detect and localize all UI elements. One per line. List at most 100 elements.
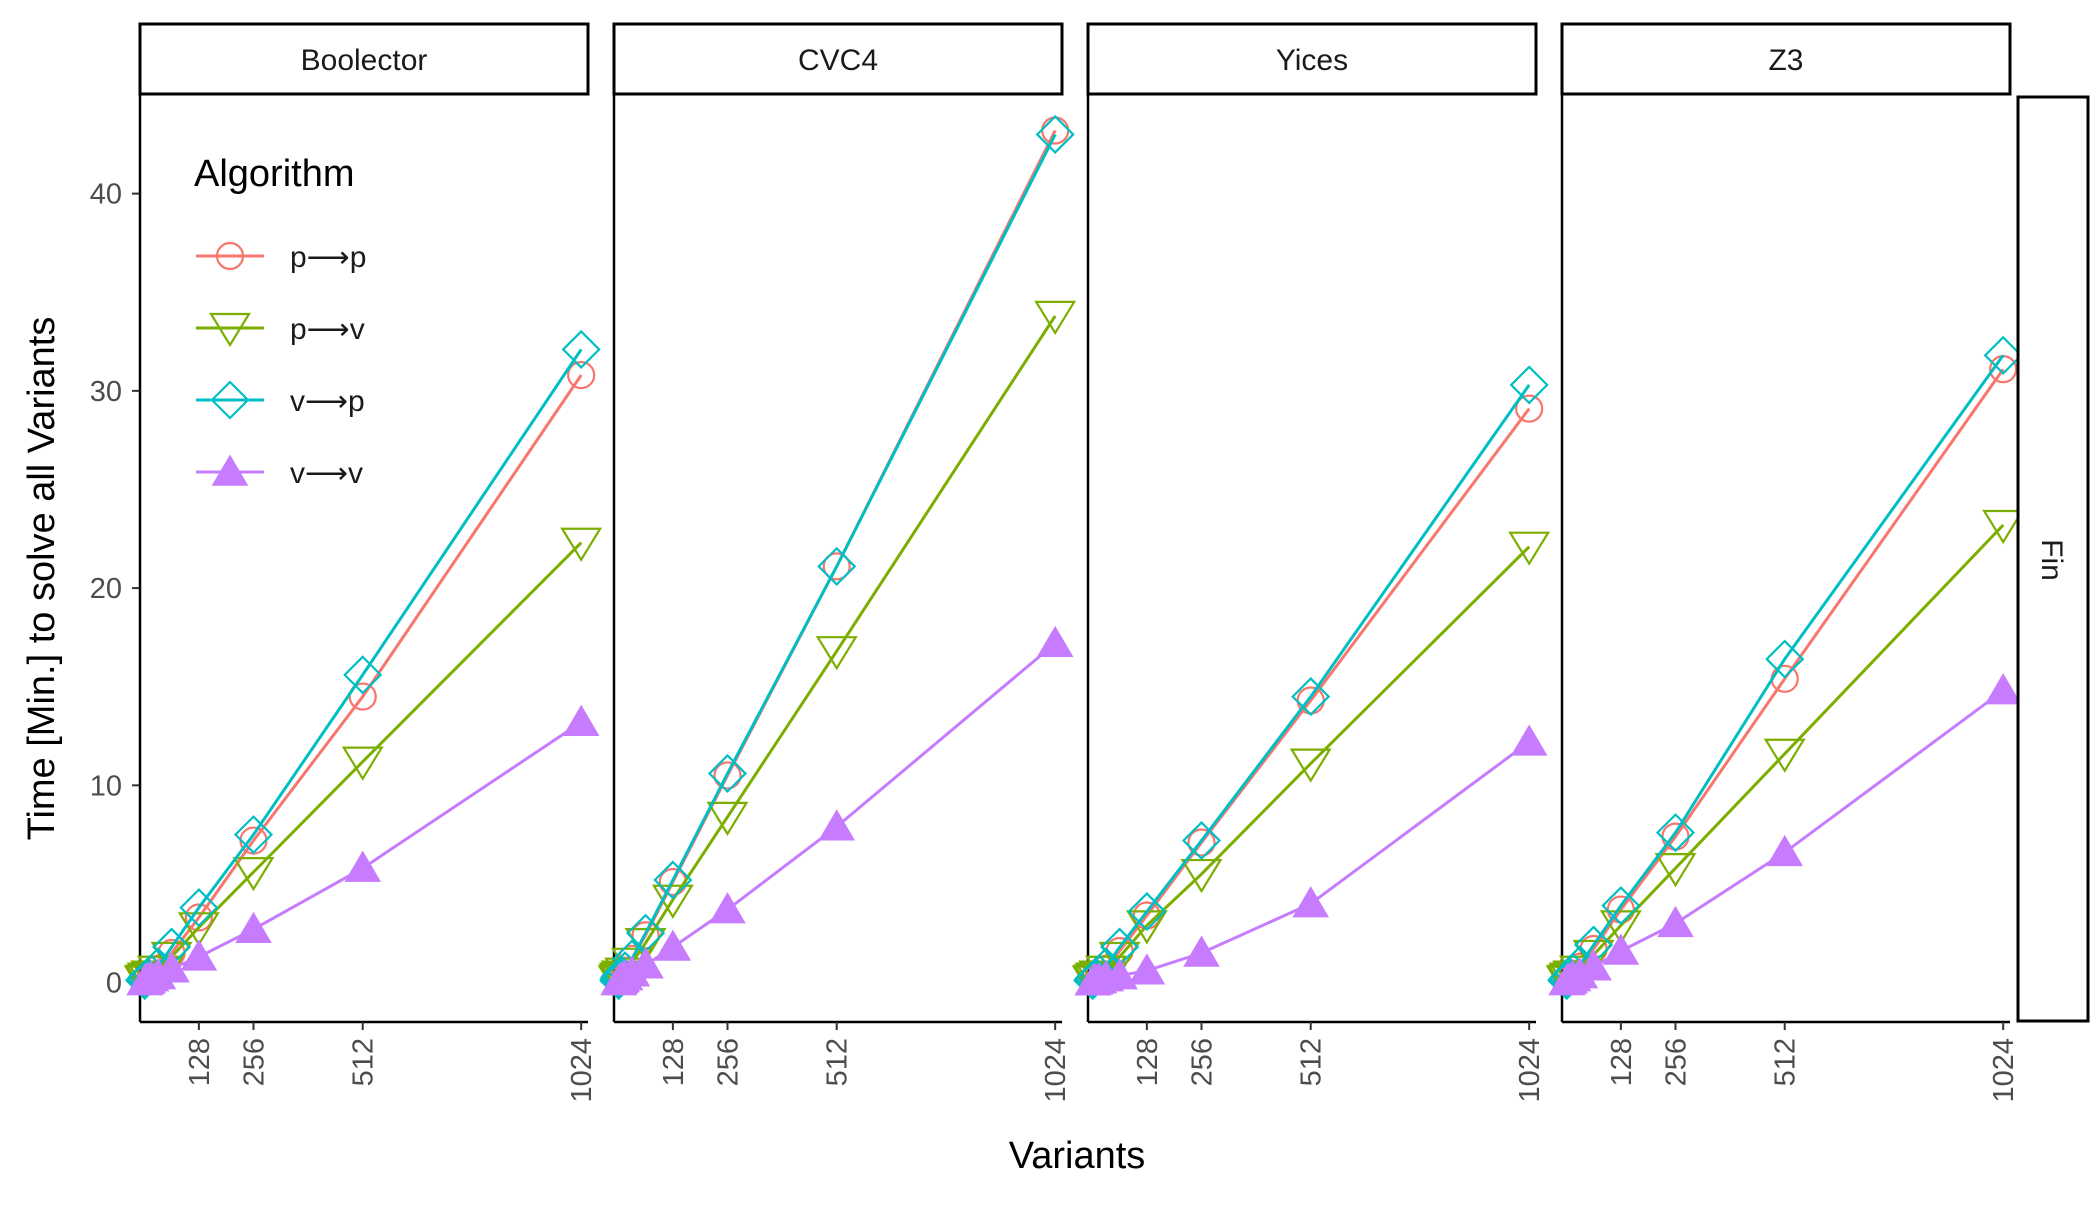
series-vp [599, 114, 1075, 1001]
series-line [1565, 354, 2005, 982]
series-line [143, 348, 583, 982]
data-point [1655, 813, 1696, 853]
series-pp [1552, 355, 2018, 995]
data-point [177, 912, 220, 947]
series-vp [1547, 335, 2023, 1001]
y-axis-title: Time [Min.] to solve all Variants [21, 317, 63, 841]
data-point [562, 704, 600, 736]
data-point [344, 850, 382, 882]
series-line [617, 129, 1057, 981]
legend-key-marker [211, 454, 249, 486]
series-vv [1074, 724, 1548, 996]
legend-item-label: v⟶v [290, 457, 363, 490]
legend-key-marker [215, 241, 245, 271]
data-point [1187, 828, 1216, 857]
data-point [1183, 935, 1220, 967]
data-point [817, 546, 857, 586]
x-tick-label: 1024 [1040, 1038, 1072, 1103]
x-tick-label: 512 [348, 1038, 380, 1086]
x-tick-label: 1024 [566, 1038, 598, 1103]
data-point [1983, 335, 2023, 375]
legend-item-label: v⟶p [290, 385, 365, 418]
panel-boolector: Boolector 128 256 512 1024 [123, 22, 603, 1103]
data-point [1982, 509, 2025, 545]
series-vp [125, 329, 601, 1001]
x-tick-label: 512 [1770, 1038, 1802, 1086]
data-point [341, 746, 384, 781]
y-tick-label: 0 [106, 968, 122, 1000]
series-vv [126, 704, 600, 996]
facet-strip [1086, 22, 1538, 96]
data-point [1034, 300, 1077, 336]
data-point [1509, 365, 1549, 405]
facet-strip [1560, 22, 2012, 96]
data-point [1035, 114, 1075, 155]
row-strip: Fin [2016, 95, 2090, 1023]
x-tick-label: 512 [1296, 1038, 1328, 1086]
data-point [1766, 834, 1804, 867]
x-tick-label: 512 [822, 1038, 854, 1086]
facet-strip [612, 22, 1064, 96]
data-point [235, 911, 272, 944]
x-tick-label: 256 [1660, 1038, 1692, 1086]
data-point [1036, 625, 1074, 658]
data-point [1127, 891, 1167, 932]
data-point [1599, 910, 1642, 945]
x-tick-label: 1024 [1514, 1038, 1546, 1103]
series-line [617, 133, 1057, 981]
series-pv [123, 527, 603, 1000]
facet-strip-label: Z3 [1768, 44, 1803, 77]
series-pv [1545, 509, 2025, 1000]
data-point [1101, 958, 1138, 990]
y-tick-label: 40 [90, 179, 122, 211]
x-tick-label: 256 [1186, 1038, 1218, 1086]
data-point [153, 951, 190, 983]
series-line [1091, 740, 1531, 984]
row-strip-label: Fin [2035, 539, 2068, 581]
data-point [1508, 531, 1551, 566]
data-point [561, 329, 601, 369]
data-point [1765, 639, 1805, 679]
legend-item-label: p⟶v [290, 313, 365, 346]
x-tick-label: 256 [712, 1038, 744, 1086]
data-point [1289, 748, 1332, 783]
panel-yices: Yices 128 256 512 1024 [1071, 22, 1551, 1103]
series-line [617, 315, 1057, 982]
data-point [707, 753, 748, 794]
x-tick-label: 128 [1606, 1038, 1638, 1086]
data-point [1181, 820, 1222, 861]
x-tick-label: 128 [1132, 1038, 1164, 1086]
data-point [179, 888, 219, 928]
y-tick-label: 30 [90, 376, 122, 408]
data-point [713, 761, 742, 790]
data-point [815, 636, 858, 671]
y-axis: 0 10 20 30 40 Time [Min.] to solve all Varian… [21, 179, 140, 1000]
data-point [1763, 738, 1806, 773]
data-point [653, 860, 693, 900]
legend-item-label: p⟶p [290, 241, 366, 274]
legend: Algorithm p⟶p p⟶v v⟶p v⟶v [194, 153, 366, 490]
data-point [1575, 949, 1612, 981]
x-tick-label: 256 [238, 1038, 270, 1086]
data-point [706, 801, 749, 836]
panel-z3: Z3 128 256 512 1024 [1545, 22, 2025, 1103]
x-axis-title: Variants [1009, 1135, 1146, 1177]
y-tick-label: 10 [90, 770, 122, 802]
legend-key-marker [210, 380, 250, 420]
x-tick-label: 1024 [1988, 1038, 2020, 1103]
row-strip-box [2016, 95, 2090, 1023]
data-point [1510, 724, 1548, 756]
legend-title: Algorithm [194, 153, 355, 195]
data-point [822, 552, 851, 581]
legend-key-marker [209, 312, 251, 348]
x-tick-label: 128 [658, 1038, 690, 1086]
data-point [567, 360, 596, 390]
data-point [654, 929, 692, 961]
x-tick-label: 128 [184, 1038, 216, 1086]
data-point [343, 655, 383, 695]
data-point [1984, 673, 2022, 705]
series-vv [1548, 673, 2022, 996]
data-point [232, 857, 275, 892]
